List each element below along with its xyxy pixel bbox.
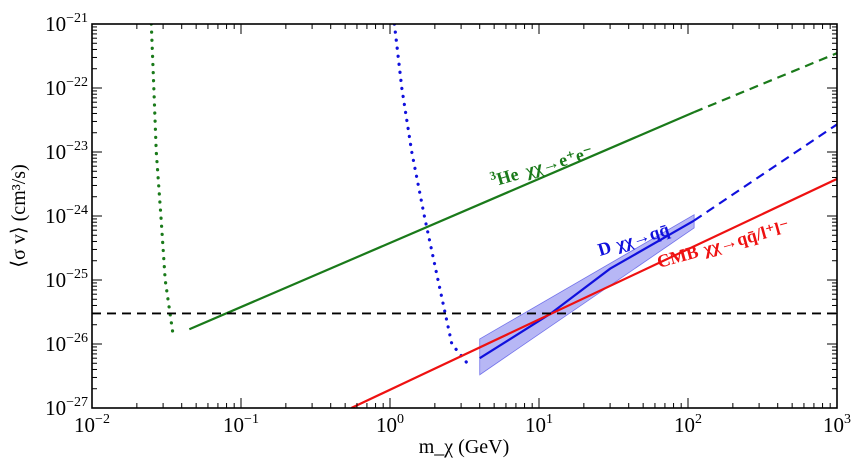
y-tick-label: 10−26 (45, 331, 88, 356)
band-0 (479, 213, 695, 376)
x-tick-label: 102 (674, 412, 702, 437)
y-tick-label: 10−24 (45, 203, 88, 228)
y-tick-label: 10−22 (45, 75, 88, 100)
annotation-cmb: CMBχχ→qq̄/l⁺l⁻ (655, 216, 792, 272)
series-cmb (350, 177, 837, 408)
series-layer (92, 24, 837, 408)
y-tick-label: 10−27 (45, 395, 88, 420)
bands-layer (479, 213, 695, 376)
y-axis-label: ⟨σ v⟩ (cm³/s) (8, 164, 30, 267)
annotation-he: 3He χχ→e⁺e⁻ (488, 140, 596, 191)
y-tick-label: 10−25 (45, 267, 88, 292)
x-tick-label: 103 (823, 412, 851, 437)
series-3he-solid (188, 111, 695, 331)
x-tick-label: 10−1 (223, 412, 259, 437)
series-d-low-mass-bound (392, 24, 469, 365)
y-tick-label: 10−21 (45, 11, 88, 36)
x-axis-label: m_χ (GeV) (419, 436, 510, 458)
series-d-solid (479, 219, 695, 360)
plot-frame (91, 23, 838, 409)
x-tick-label: 100 (376, 412, 404, 437)
y-tick-label: 10−23 (45, 139, 88, 164)
x-tick-label: 10−2 (74, 412, 110, 437)
ticks-layer (91, 23, 838, 409)
series-3he-low-mass-bound (149, 24, 175, 337)
x-tick-label: 101 (525, 412, 553, 437)
tick-labels-layer: 10−2 10−1 100 101 102 103 10−27 10−26 10−25 10−24… (45, 11, 851, 437)
series-3he-extrapolated (693, 52, 837, 114)
series-d-extrapolated (693, 123, 837, 222)
